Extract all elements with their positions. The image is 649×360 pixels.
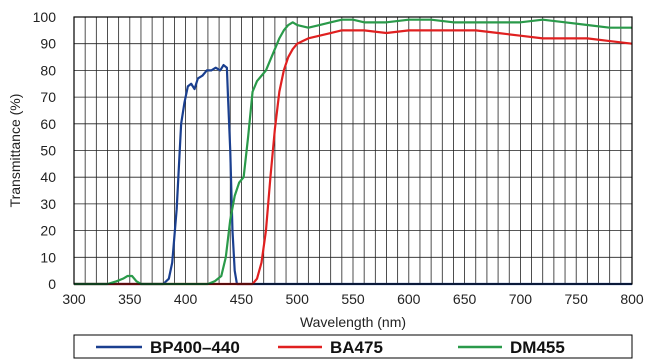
x-tick-label: 700: [509, 291, 533, 307]
x-tick-label: 800: [620, 291, 644, 307]
series-line-ba475: [74, 29, 633, 286]
y-tick-label: 80: [40, 62, 56, 78]
y-tick-label: 40: [40, 169, 56, 185]
x-tick-label: 300: [62, 291, 86, 307]
x-tick-labels: 300 350 400 450 500 550 600 650 700 750 800: [62, 291, 644, 307]
legend: BP400–440 BA475 DM455: [73, 334, 633, 359]
y-tick-label: 10: [40, 249, 56, 265]
x-tick-label: 650: [453, 291, 477, 307]
x-tick-label: 350: [118, 291, 142, 307]
y-tick-label: 30: [40, 196, 56, 212]
legend-box: [73, 334, 633, 359]
x-tick-label: 600: [397, 291, 421, 307]
legend-label-bp400-440: BP400–440: [150, 338, 240, 357]
x-tick-label: 750: [565, 291, 589, 307]
y-tick-label: 90: [40, 36, 56, 52]
legend-label-dm455: DM455: [510, 338, 565, 357]
series-line-bp400-440: [74, 63, 632, 286]
x-tick-label: 450: [230, 291, 254, 307]
y-tick-label: 70: [40, 89, 56, 105]
y-tick-label: 20: [40, 223, 56, 239]
plot-frame: [73, 16, 633, 285]
y-tick-label: 50: [40, 143, 56, 159]
x-tick-label: 550: [341, 291, 365, 307]
y-tick-labels: 0 10 20 30 40 50 60 70 80 90 100: [33, 9, 57, 292]
y-tick-label: 0: [48, 276, 56, 292]
x-tick-label: 500: [286, 291, 310, 307]
y-tick-label: 100: [33, 9, 57, 25]
y-axis-label: Transmittance (%): [7, 94, 23, 208]
x-tick-label: 400: [174, 291, 198, 307]
legend-label-ba475: BA475: [330, 338, 383, 357]
grid: [73, 16, 633, 285]
x-axis-label: Wavelength (nm): [300, 314, 406, 330]
y-tick-label: 60: [40, 116, 56, 132]
